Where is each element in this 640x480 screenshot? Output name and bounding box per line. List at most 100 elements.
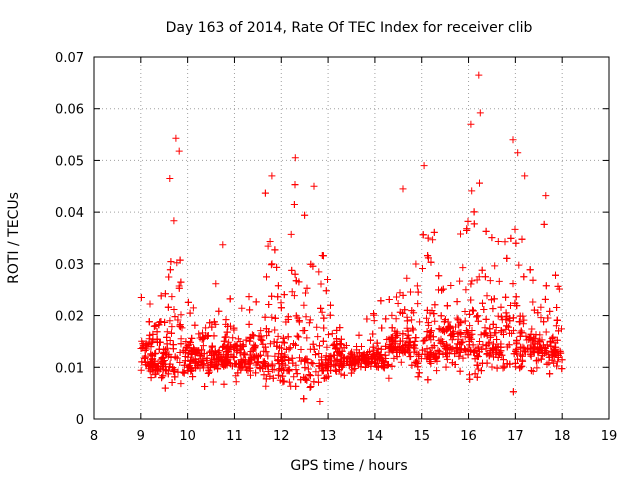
data-point xyxy=(509,314,517,322)
data-point xyxy=(453,298,461,306)
data-point xyxy=(482,315,490,323)
data-point xyxy=(461,317,469,325)
data-point xyxy=(558,365,566,373)
data-point xyxy=(292,366,300,374)
data-point xyxy=(263,332,271,340)
data-point xyxy=(276,365,284,372)
data-point xyxy=(312,351,319,359)
data-point xyxy=(355,349,363,357)
data-point xyxy=(219,241,227,249)
data-point xyxy=(314,333,322,341)
data-point xyxy=(187,357,195,365)
data-point xyxy=(549,333,557,341)
data-point xyxy=(176,349,184,356)
data-point xyxy=(171,373,179,381)
data-point xyxy=(252,342,259,350)
data-point xyxy=(489,344,497,352)
data-point xyxy=(168,379,176,386)
data-point xyxy=(404,327,412,335)
data-point xyxy=(485,352,493,360)
data-point xyxy=(396,337,404,345)
data-point xyxy=(457,230,464,238)
data-point xyxy=(493,364,501,372)
data-point xyxy=(340,371,348,379)
data-point xyxy=(300,395,308,403)
data-point xyxy=(435,325,443,333)
data-point xyxy=(236,349,244,357)
data-point xyxy=(467,296,475,304)
data-point xyxy=(467,120,475,128)
data-point xyxy=(141,359,149,366)
data-point xyxy=(177,311,185,319)
data-point xyxy=(390,354,398,362)
x-tick-label: 10 xyxy=(179,429,196,444)
data-point xyxy=(292,312,300,320)
data-point xyxy=(388,324,396,332)
data-point xyxy=(492,324,500,331)
y-tick-label: 0 xyxy=(76,413,84,428)
data-point xyxy=(175,284,183,292)
data-point xyxy=(187,338,194,346)
data-point xyxy=(170,217,178,225)
data-point xyxy=(171,313,179,321)
x-tick-label: 9 xyxy=(137,429,145,444)
data-point xyxy=(534,356,542,364)
data-point xyxy=(250,341,258,349)
data-point xyxy=(466,375,474,383)
data-point xyxy=(214,357,222,365)
data-point xyxy=(250,332,258,340)
data-point xyxy=(419,231,427,239)
data-point xyxy=(453,344,461,352)
data-point xyxy=(292,382,300,390)
data-point xyxy=(319,337,327,345)
data-point xyxy=(542,192,550,200)
data-point xyxy=(226,295,234,303)
data-point xyxy=(363,315,371,323)
data-point xyxy=(453,314,461,322)
data-point xyxy=(188,334,196,342)
data-point xyxy=(307,383,315,390)
data-point xyxy=(212,280,220,288)
data-point xyxy=(529,276,537,284)
data-point xyxy=(499,362,507,370)
data-point xyxy=(398,347,406,355)
data-point xyxy=(140,355,148,362)
data-point xyxy=(553,304,561,311)
data-point xyxy=(301,375,309,383)
data-point xyxy=(438,286,446,294)
data-point xyxy=(168,323,176,331)
data-point xyxy=(301,357,309,365)
data-point xyxy=(227,351,235,359)
data-point xyxy=(373,339,381,347)
data-point xyxy=(156,338,164,346)
data-point xyxy=(489,305,497,313)
data-point xyxy=(236,338,244,345)
data-point xyxy=(473,352,481,360)
data-point xyxy=(212,362,220,370)
data-point xyxy=(558,356,566,364)
data-point xyxy=(150,322,158,330)
data-point xyxy=(384,361,392,369)
data-point xyxy=(425,333,433,341)
data-point xyxy=(305,371,313,379)
data-point xyxy=(459,338,467,346)
data-point xyxy=(423,306,431,314)
data-point xyxy=(324,359,332,367)
data-point xyxy=(451,361,459,368)
data-point xyxy=(247,371,254,379)
data-point xyxy=(246,306,254,314)
data-point xyxy=(167,258,175,266)
data-point xyxy=(464,328,472,336)
data-point xyxy=(327,301,334,309)
data-point xyxy=(271,314,279,322)
data-point xyxy=(293,332,301,340)
data-point xyxy=(369,350,377,358)
data-point xyxy=(184,367,192,375)
data-point xyxy=(144,341,152,349)
data-point xyxy=(232,360,240,368)
data-point xyxy=(163,328,171,336)
data-point xyxy=(238,304,246,312)
data-point xyxy=(414,373,422,381)
data-point xyxy=(430,228,438,236)
data-point xyxy=(510,327,517,335)
